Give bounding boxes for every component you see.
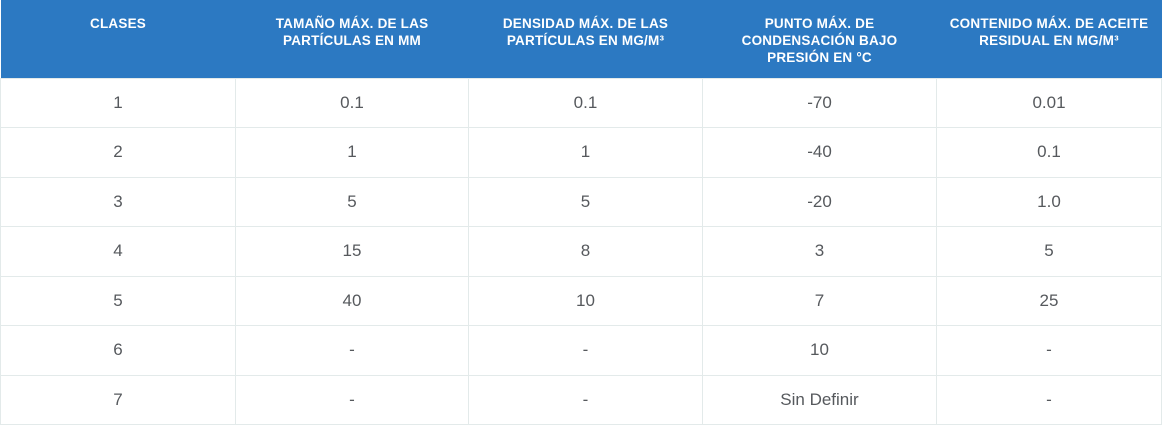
table-cell: - <box>468 374 703 425</box>
table-row: 5 40 10 7 25 <box>0 275 1162 326</box>
table-cell: 8 <box>468 226 703 277</box>
table-row: 6 - - 10 - <box>0 325 1162 376</box>
table-cell: - <box>235 374 469 425</box>
table-cell: 25 <box>936 275 1162 326</box>
column-header-densidad-max-particulas: DENSIDAD MÁX. DE LAS PARTÍCULAS EN MG/M³ <box>468 0 703 78</box>
air-quality-classes-table: CLASES TAMAÑO MÁX. DE LAS PARTÍCULAS EN … <box>0 0 1162 425</box>
table-row: 4 15 8 3 5 <box>0 226 1162 277</box>
table-cell: - <box>936 325 1162 376</box>
table-cell: 15 <box>235 226 469 277</box>
header-row: CLASES TAMAÑO MÁX. DE LAS PARTÍCULAS EN … <box>0 0 1162 78</box>
table-cell: 3 <box>702 226 937 277</box>
table-cell: 0.1 <box>936 127 1162 178</box>
column-header-tamano-max-particulas: TAMAÑO MÁX. DE LAS PARTÍCULAS EN MM <box>235 0 469 78</box>
table-cell: 1.0 <box>936 176 1162 227</box>
table-cell: 5 <box>468 176 703 227</box>
table-cell: - <box>235 325 469 376</box>
table-cell: -20 <box>702 176 937 227</box>
table-cell: - <box>468 325 703 376</box>
table-cell: 2 <box>0 127 236 178</box>
table-cell: 0.1 <box>235 77 469 128</box>
table-cell: -70 <box>702 77 937 128</box>
table-cell: - <box>936 374 1162 425</box>
table-cell: 5 <box>235 176 469 227</box>
table-cell: -40 <box>702 127 937 178</box>
column-header-punto-max-condensacion: PUNTO MÁX. DE CONDENSACIÓN BAJO PRESIÓN … <box>702 0 937 78</box>
table-row: 2 1 1 -40 0.1 <box>0 127 1162 178</box>
table-cell: 6 <box>0 325 236 376</box>
column-header-clases: CLASES <box>0 0 236 78</box>
table-cell: Sin Definir <box>702 374 937 425</box>
table-cell: 40 <box>235 275 469 326</box>
table-cell: 3 <box>0 176 236 227</box>
table-cell: 0.01 <box>936 77 1162 128</box>
table-row: 3 5 5 -20 1.0 <box>0 176 1162 227</box>
table-row: 7 - - Sin Definir - <box>0 374 1162 425</box>
table-header: CLASES TAMAÑO MÁX. DE LAS PARTÍCULAS EN … <box>0 0 1162 78</box>
table-cell: 1 <box>468 127 703 178</box>
table-cell: 4 <box>0 226 236 277</box>
table-row: 1 0.1 0.1 -70 0.01 <box>0 77 1162 128</box>
table-cell: 7 <box>0 374 236 425</box>
table-body: 1 0.1 0.1 -70 0.01 2 1 1 -40 0.1 3 5 5 -… <box>0 77 1162 425</box>
table-cell: 1 <box>0 77 236 128</box>
column-header-contenido-max-aceite: CONTENIDO MÁX. DE ACEITE RESIDUAL EN MG/… <box>936 0 1162 78</box>
table-cell: 10 <box>468 275 703 326</box>
table-cell: 0.1 <box>468 77 703 128</box>
table-cell: 7 <box>702 275 937 326</box>
table-cell: 10 <box>702 325 937 376</box>
table-cell: 5 <box>0 275 236 326</box>
table-cell: 5 <box>936 226 1162 277</box>
table-cell: 1 <box>235 127 469 178</box>
